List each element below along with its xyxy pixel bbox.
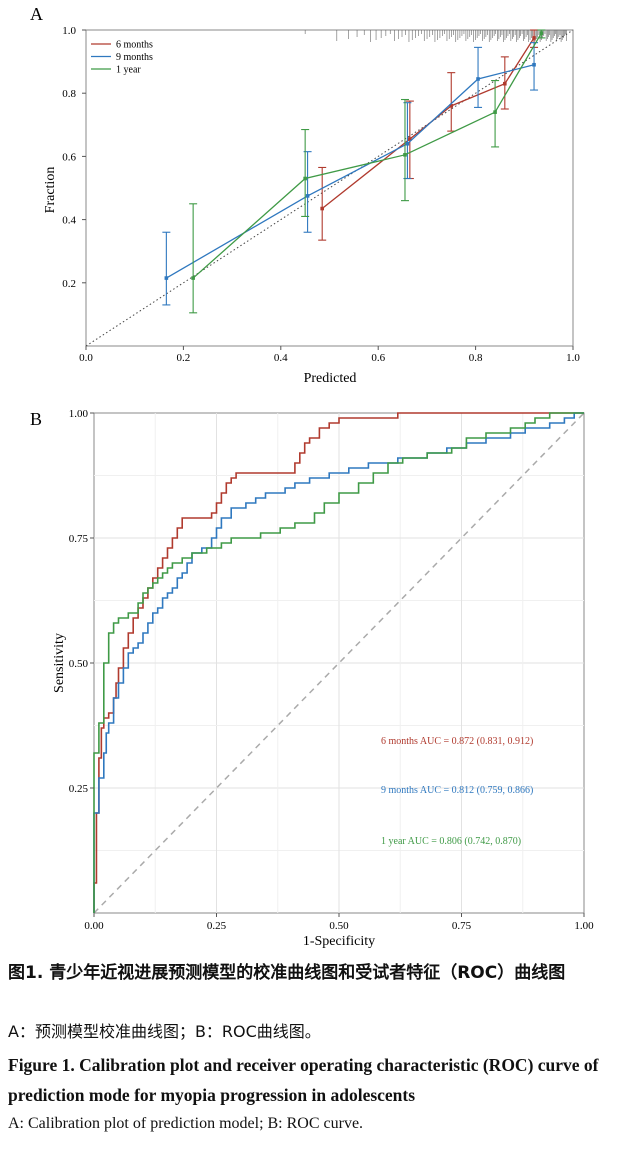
calibration-axes: 0.0 0.2 0.4 0.6 0.8 1.0 0.2 0.4 0.6 0.8 1.0 (62, 25, 580, 364)
data-point (476, 77, 480, 81)
data-point (493, 110, 497, 114)
data-point (532, 62, 536, 67)
x-tick-label: 0.25 (207, 920, 227, 932)
roc-series (93, 412, 584, 913)
calibration-y-label: Fraction (43, 167, 58, 214)
data-point (403, 153, 407, 157)
caption-en-title: Figure 1. Calibration plot and receiver … (8, 1055, 599, 1105)
x-tick-label: 0.4 (274, 352, 288, 364)
data-point (164, 276, 169, 280)
calibration-rug (304, 30, 567, 42)
data-point (191, 276, 195, 280)
x-tick-label: 0.75 (452, 920, 472, 932)
x-tick-label: 0.8 (469, 352, 483, 364)
roc-reference-line (93, 412, 585, 914)
calibration-series (162, 29, 546, 314)
roc-x-label: 1-Specificity (303, 934, 375, 949)
legend-label-1-year: 1 year (116, 65, 141, 76)
y-tick-label: 0.4 (62, 215, 76, 227)
y-tick-label: 0.6 (62, 151, 76, 163)
data-point (503, 81, 507, 86)
caption-zh-subtitle: A：预测模型校准曲线图；B：ROC曲线图。 (8, 1022, 321, 1041)
x-tick-label: 1.00 (574, 920, 594, 932)
panel-label-a: A (30, 4, 43, 24)
calibration-panel: A 0.0 0.2 0.4 0.6 0.8 1.0 0.2 0.4 0.6 0.8 1.0 6 mo… (30, 4, 580, 386)
calibration-x-label: Predicted (304, 371, 357, 386)
panel-label-b: B (30, 409, 42, 429)
caption-zh-title: 图1. 青少年近视进展预测模型的校准曲线图和受试者特征（ROC）曲线图 (8, 963, 566, 983)
legend-label-9-months: 9 months (116, 52, 153, 63)
data-point (305, 194, 310, 198)
data-point (320, 206, 324, 211)
data-point (405, 141, 410, 146)
data-point (539, 31, 544, 35)
roc-curve-1-year (93, 412, 584, 913)
data-point (532, 36, 536, 40)
roc-axes: 0.00 0.25 0.50 0.75 1.00 0.25 0.50 0.75 1.00 (69, 408, 594, 932)
roc-panel: B 0.00 0.25 0.50 0.75 1.00 0.25 0.50 0.75 1.00 6… (30, 408, 594, 949)
data-point (303, 176, 307, 181)
y-tick-label: 1.0 (62, 25, 76, 37)
legend-label-6-months: 6 months (116, 40, 153, 51)
y-tick-label: 0.75 (69, 533, 89, 545)
data-point (449, 104, 454, 108)
series-1-year (189, 29, 546, 314)
calibration-reference-line (85, 29, 574, 347)
series-9-months (162, 42, 539, 306)
x-tick-label: 0.2 (177, 352, 191, 364)
x-tick-label: 0.6 (371, 352, 385, 364)
data-point (408, 137, 412, 141)
y-tick-label: 0.50 (69, 658, 89, 670)
auc-annotation-1-year: 1 year AUC = 0.806 (0.742, 0.870) (381, 836, 521, 847)
y-tick-label: 0.2 (62, 278, 76, 290)
auc-annotation-6-months: 6 months AUC = 0.872 (0.831, 0.912) (381, 736, 533, 747)
x-tick-label: 0.00 (84, 920, 104, 932)
roc-y-label: Sensitivity (52, 633, 67, 693)
caption-en-subtitle: A: Calibration plot of prediction model;… (8, 1115, 364, 1132)
roc-grid (94, 413, 584, 913)
y-tick-label: 0.25 (69, 783, 89, 795)
x-tick-label: 0.50 (329, 920, 349, 932)
x-tick-label: 0.0 (79, 352, 93, 364)
auc-annotation-9-months: 9 months AUC = 0.812 (0.759, 0.866) (381, 785, 533, 796)
y-tick-label: 1.00 (69, 408, 89, 420)
figure-canvas: A 0.0 0.2 0.4 0.6 0.8 1.0 0.2 0.4 0.6 0.8 1.0 6 mo… (30, 4, 594, 949)
y-tick-label: 0.8 (62, 88, 76, 100)
x-tick-label: 1.0 (566, 352, 580, 364)
